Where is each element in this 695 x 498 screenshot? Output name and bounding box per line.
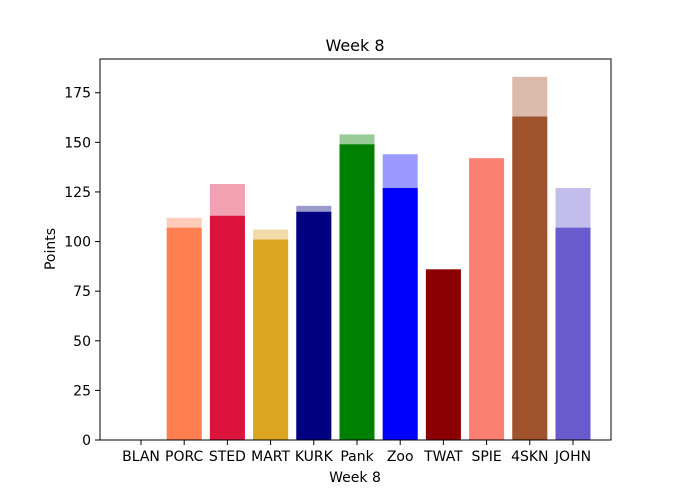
- actual-bar-pank: [339, 144, 375, 440]
- y-tick-label: 150: [64, 135, 91, 151]
- y-tick-label: 50: [73, 334, 91, 350]
- x-axis-label: Week 8: [329, 470, 381, 486]
- actual-bar-twat: [425, 269, 461, 440]
- actual-bar-john: [555, 227, 591, 440]
- y-tick-label: 125: [64, 185, 91, 201]
- plot-area-frame: [99, 58, 612, 441]
- actual-bar-spie: [469, 158, 505, 440]
- actual-bar-mart: [253, 239, 289, 440]
- y-tick-label: 175: [64, 86, 91, 102]
- actual-bar-zoo: [382, 187, 418, 440]
- y-tick-label: 75: [73, 284, 91, 300]
- x-tick-label: JOHN: [554, 449, 591, 465]
- x-tick-label: STED: [209, 449, 246, 465]
- x-tick-label: SPIE: [471, 449, 501, 465]
- x-tick-label: Zoo: [387, 449, 414, 465]
- y-tick-label: 100: [64, 235, 91, 251]
- x-tick-label: KURK: [295, 449, 334, 465]
- y-tick-label: 25: [73, 383, 91, 399]
- y-axis-label: Points: [43, 228, 59, 270]
- x-tick-label: BLAN: [122, 449, 160, 465]
- actual-bars: [166, 116, 591, 440]
- actual-bar-sted: [209, 215, 245, 440]
- x-axis: BLAN PORC STED MART KURK Pank Zoo TWAT SPIE 4SKN J…: [122, 440, 591, 465]
- x-tick-label: 4SKN: [511, 449, 548, 465]
- x-tick-label: MART: [251, 449, 290, 465]
- actual-bar-porc: [166, 227, 202, 440]
- chart-title: Week 8: [325, 36, 384, 55]
- y-axis: 0 25 50 75 100 125 150 175: [64, 86, 100, 449]
- x-tick-label: TWAT: [423, 449, 463, 465]
- x-tick-label: Pank: [340, 449, 374, 465]
- actual-bar-kurk: [296, 211, 332, 440]
- x-tick-label: PORC: [165, 449, 203, 465]
- y-tick-label: 0: [82, 433, 91, 449]
- actual-bar-4skn: [512, 116, 548, 440]
